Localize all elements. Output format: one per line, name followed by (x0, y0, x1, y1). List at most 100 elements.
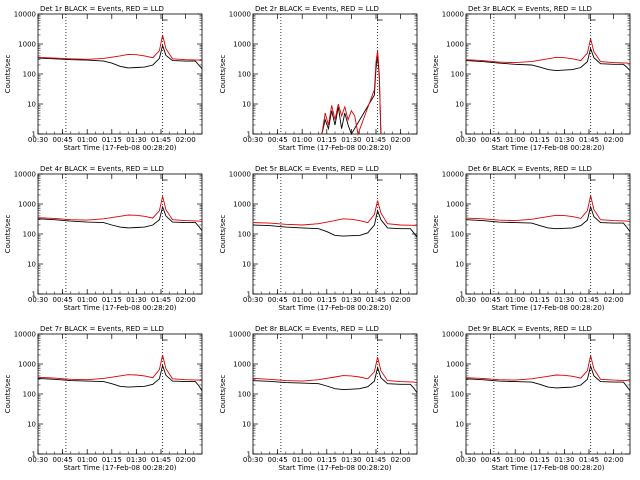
x-tick-label: 01:00 (505, 456, 525, 464)
x-tick-label: 02:00 (604, 296, 624, 304)
panel-title: Det 1r BLACK = Events, RED = LLD (40, 5, 164, 13)
y-tick-label: 10000 (14, 11, 36, 19)
y-tick-label: 10 (455, 421, 464, 429)
y-tick-label: 10000 (14, 171, 36, 179)
flare-bracket-marker (162, 335, 168, 341)
x-tick-label: 01:15 (530, 136, 550, 144)
events-series-line (465, 205, 631, 232)
detector-panel-9: Det 9r BLACK = Events, RED = LLD 1 10 100 10… (432, 325, 631, 472)
y-axis-label: Counts/sec (4, 375, 12, 414)
y-axis-label: Counts/sec (432, 375, 440, 414)
y-tick-label: 10 (27, 261, 36, 269)
x-tick-label: 00:45 (53, 456, 73, 464)
x-tick-label: 00:30 (243, 456, 263, 464)
flare-bracket-marker (377, 335, 383, 341)
x-tick-label: 02:00 (604, 136, 624, 144)
x-tick-label: 00:30 (456, 136, 476, 144)
x-tick-label: 01:15 (530, 296, 550, 304)
y-tick-label: 1000 (18, 361, 36, 369)
detector-panel-8: Det 8r BLACK = Events, RED = LLD 1 10 100 10… (219, 325, 418, 472)
x-tick-label: 01:45 (366, 136, 386, 144)
panel-title: Det 7r BLACK = Events, RED = LLD (40, 325, 164, 333)
flare-bracket-marker (590, 15, 596, 21)
x-tick-label: 01:45 (366, 456, 386, 464)
x-tick-label: 01:30 (554, 456, 574, 464)
x-tick-label: 01:00 (292, 456, 312, 464)
y-tick-label: 1 (247, 291, 251, 299)
y-tick-label: 100 (23, 71, 36, 79)
x-tick-label: 00:30 (28, 456, 48, 464)
y-tick-label: 10 (242, 261, 251, 269)
y-tick-label: 1 (247, 451, 251, 459)
x-axis-label: Start Time (17-Feb-08 00:28:20) (278, 304, 391, 312)
x-axis-label: Start Time (17-Feb-08 00:28:20) (63, 144, 176, 152)
events-series-line (37, 363, 203, 391)
events-series-line (321, 55, 382, 136)
y-axis-label: Counts/sec (4, 215, 12, 254)
flare-bracket-marker (377, 15, 383, 21)
y-tick-label: 1 (460, 451, 464, 459)
x-tick-label: 02:00 (176, 456, 196, 464)
x-tick-label: 00:30 (456, 456, 476, 464)
panel-title: Det 3r BLACK = Events, RED = LLD (468, 5, 592, 13)
flare-bracket-marker (590, 335, 596, 341)
detector-panel-4: Det 4r BLACK = Events, RED = LLD 1 10 100 10… (4, 165, 203, 312)
y-tick-label: 100 (451, 231, 464, 239)
y-tick-label: 1000 (446, 41, 464, 49)
x-tick-label: 01:45 (579, 136, 599, 144)
y-axis-label: Counts/sec (219, 55, 227, 94)
x-tick-label: 00:45 (268, 296, 288, 304)
y-tick-label: 10000 (14, 331, 36, 339)
y-tick-label: 1000 (446, 201, 464, 209)
lld-series-line (252, 200, 418, 227)
panel-title: Det 2r BLACK = Events, RED = LLD (255, 5, 379, 13)
detector-panel-2: Det 2r BLACK = Events, RED = LLD 1 10 100 10… (219, 5, 418, 152)
lld-series-line (37, 34, 203, 62)
detector-panel-5: Det 5r BLACK = Events, RED = LLD 1 10 100 10… (219, 165, 418, 312)
y-tick-label: 1000 (233, 361, 251, 369)
panel-title: Det 6r BLACK = Events, RED = LLD (468, 165, 592, 173)
y-tick-label: 100 (451, 391, 464, 399)
y-tick-label: 1000 (18, 201, 36, 209)
x-axis-label: Start Time (17-Feb-08 00:28:20) (63, 304, 176, 312)
events-series-line (465, 364, 631, 391)
y-tick-label: 1000 (18, 41, 36, 49)
y-tick-label: 10000 (442, 331, 464, 339)
y-tick-label: 10000 (229, 11, 251, 19)
detector-panel-3: Det 3r BLACK = Events, RED = LLD 1 10 100 10… (432, 5, 631, 152)
events-series-line (252, 366, 418, 394)
x-tick-label: 00:45 (268, 456, 288, 464)
lld-series-line (465, 195, 631, 223)
y-tick-label: 10 (27, 101, 36, 109)
lld-series-line (37, 354, 203, 382)
flare-bracket-marker (162, 15, 168, 21)
y-tick-label: 100 (238, 71, 251, 79)
panel-title: Det 9r BLACK = Events, RED = LLD (468, 325, 592, 333)
detector-panel-6: Det 6r BLACK = Events, RED = LLD 1 10 100 10… (432, 165, 631, 312)
lld-series-line (465, 355, 631, 382)
y-tick-label: 1 (247, 131, 251, 139)
x-tick-label: 00:45 (53, 136, 73, 144)
y-tick-label: 1000 (233, 201, 251, 209)
x-tick-label: 01:30 (341, 456, 361, 464)
y-tick-label: 1 (32, 451, 36, 459)
x-tick-label: 01:15 (102, 296, 122, 304)
y-tick-label: 1 (32, 291, 36, 299)
x-tick-label: 02:00 (391, 456, 411, 464)
x-tick-label: 00:30 (243, 136, 263, 144)
x-tick-label: 01:30 (341, 136, 361, 144)
y-tick-label: 1000 (233, 41, 251, 49)
x-tick-label: 01:15 (102, 456, 122, 464)
x-tick-label: 01:30 (554, 136, 574, 144)
x-tick-label: 01:30 (126, 296, 146, 304)
x-tick-label: 00:30 (456, 296, 476, 304)
x-tick-label: 01:00 (292, 296, 312, 304)
x-tick-label: 01:00 (77, 456, 97, 464)
x-tick-label: 02:00 (391, 296, 411, 304)
plot-frame (37, 173, 203, 295)
x-tick-label: 01:30 (126, 136, 146, 144)
y-axis-label: Counts/sec (4, 55, 12, 94)
y-tick-label: 100 (23, 231, 36, 239)
plot-frame (252, 333, 418, 455)
x-tick-label: 01:00 (292, 136, 312, 144)
